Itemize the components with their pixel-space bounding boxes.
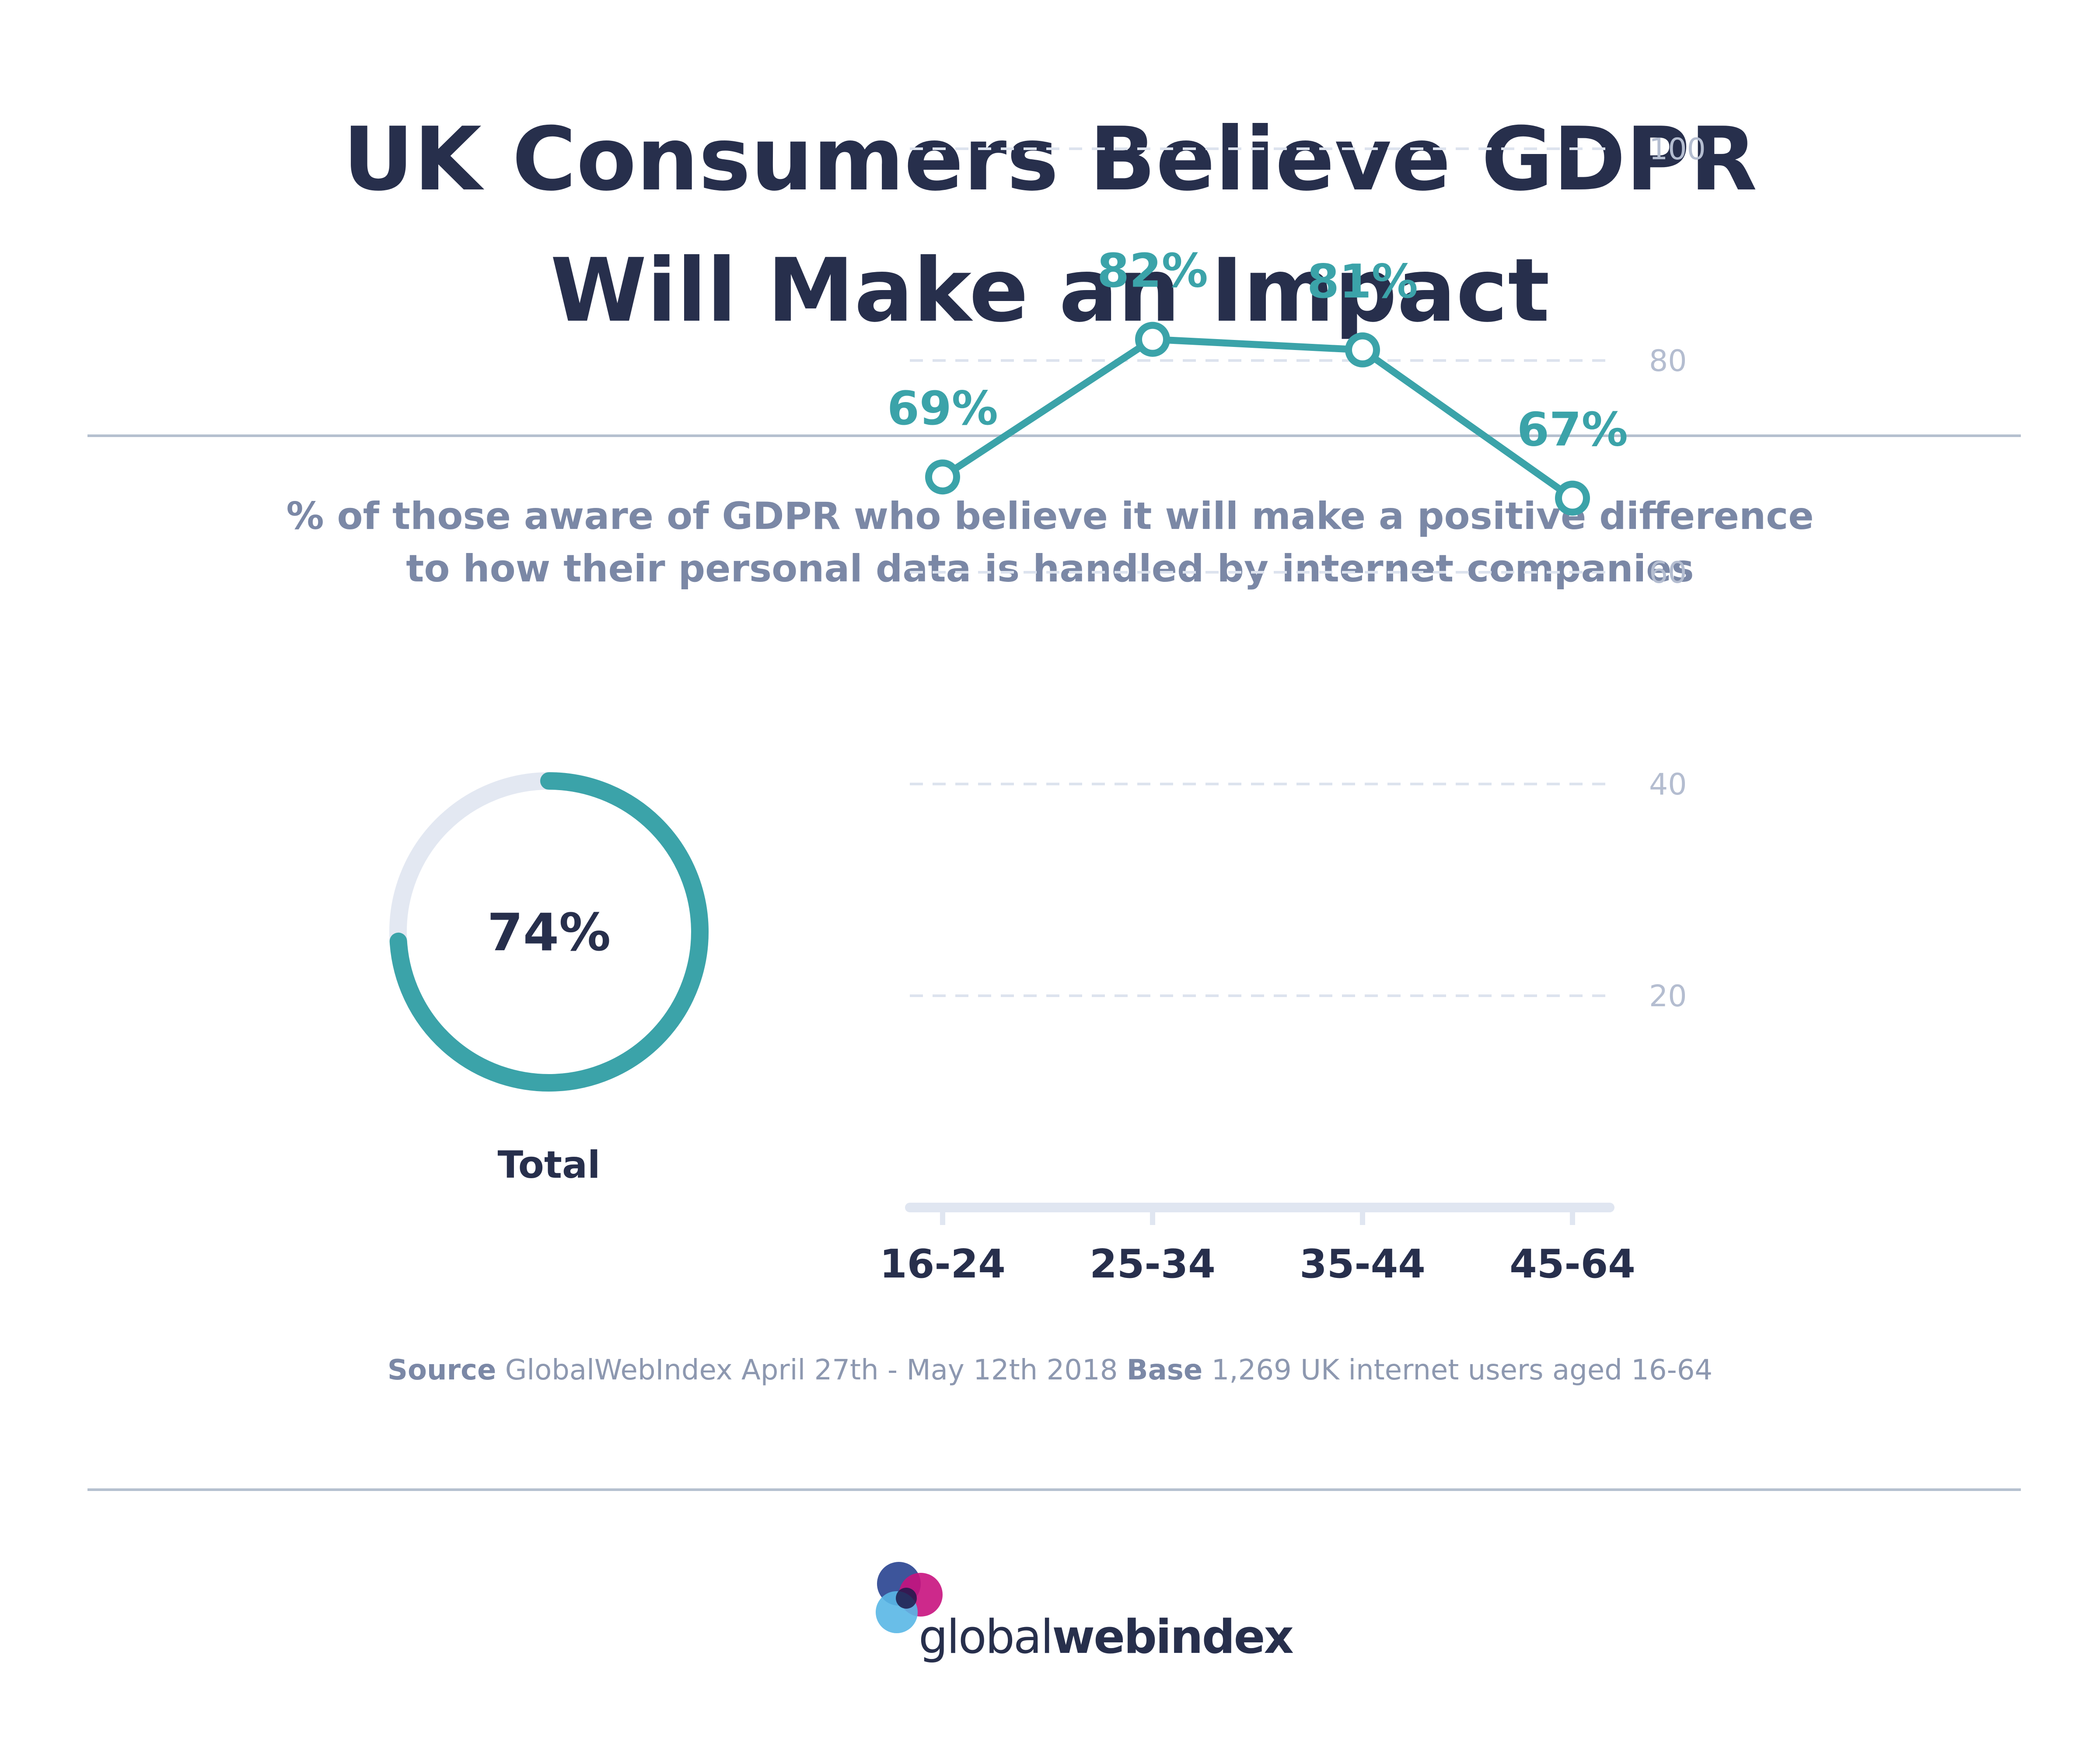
data-point	[1345, 332, 1380, 368]
source-label: Source	[387, 1354, 496, 1386]
series-line	[940, 336, 1575, 501]
logo-circles-icon	[876, 1562, 943, 1633]
x-tick-label: 45-64	[1509, 1241, 1635, 1287]
base-text: 1,269 UK internet users aged 16-64	[1211, 1354, 1713, 1386]
data-point	[1555, 480, 1590, 516]
data-label: 67%	[1517, 403, 1628, 457]
logo-text-webindex: webindex	[1052, 1610, 1294, 1664]
title-line-2: Will Make an Impact	[550, 240, 1550, 342]
base-label: Base	[1126, 1354, 1203, 1386]
data-label: 81%	[1307, 255, 1418, 308]
y-tick-label: 60	[1649, 556, 1687, 590]
chart-area: 74% Total 20 40 60 80 100 16-24 25-34 35-44 45-64…	[389, 132, 1706, 1287]
data-point	[1135, 322, 1170, 357]
y-tick-label: 80	[1649, 344, 1687, 378]
source-text: GlobalWebIndex April 27th - May 12th 201…	[505, 1354, 1118, 1386]
x-tick-label: 16-24	[880, 1241, 1006, 1287]
x-tick-label: 35-44	[1300, 1241, 1426, 1287]
data-point	[925, 459, 960, 495]
logo-text-global: global	[919, 1610, 1053, 1664]
subtitle-line-2: to how their personal data is handled by…	[406, 547, 1694, 591]
y-tick-label: 20	[1649, 979, 1687, 1014]
donut-category-label: Total	[498, 1143, 601, 1187]
line-chart: 20 40 60 80 100 16-24 25-34 35-44 45-64 69% 82% 81%…	[880, 132, 1706, 1287]
y-tick-label: 100	[1649, 132, 1706, 167]
donut-value-arc	[389, 772, 709, 1092]
bottom-divider	[87, 1488, 2021, 1491]
data-label: 82%	[1097, 244, 1208, 298]
data-label: 69%	[887, 382, 998, 435]
x-tick-label: 25-34	[1090, 1241, 1216, 1287]
page-title: UK Consumers Believe GDPR Will Make an I…	[0, 94, 2100, 357]
brand-logo: globalwebindex	[919, 1610, 1294, 1664]
top-divider	[87, 434, 2021, 437]
source-note: Source GlobalWebIndex April 27th - May 1…	[0, 1354, 2100, 1386]
y-tick-label: 40	[1649, 767, 1687, 802]
title-line-1: UK Consumers Believe GDPR	[342, 108, 1758, 210]
donut-value-label: 74%	[487, 902, 611, 962]
donut-chart: 74% Total	[389, 772, 709, 1187]
